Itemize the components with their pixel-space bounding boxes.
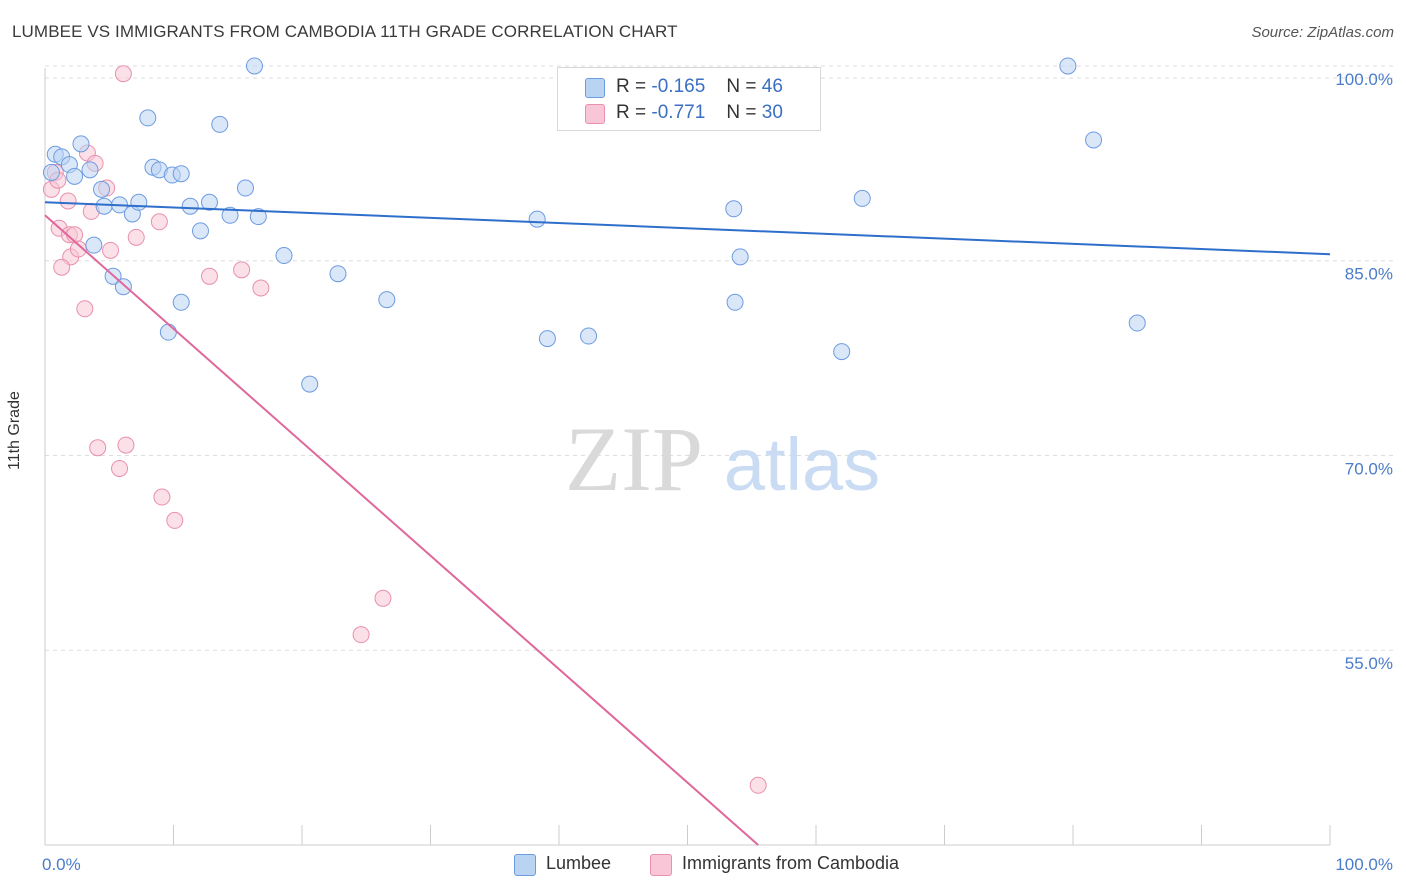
point-lumbee [731,248,749,266]
point-lumbee [172,293,190,311]
bottom-legend-lumbee: Lumbee [514,853,612,876]
trendline-lumbee [44,201,1331,256]
point-lumbee [833,343,851,361]
point-lumbee [139,109,157,127]
point-lumbee [211,115,229,133]
point-lumbee [275,247,293,265]
point-lumbee [236,179,254,197]
stats-legend: R = -0.165 N = 46 R = -0.771 N = 30 [557,67,821,131]
bottom-legend-swatch-cambodia [650,854,672,876]
y-tick-label: 55.0% [1345,654,1393,673]
gridlines [45,65,1395,651]
y-tick-label: 85.0% [1345,265,1393,284]
y-tick-label: 100.0% [1335,70,1393,89]
point-lumbee [81,161,99,179]
source-label: Source: ZipAtlas.com [1251,24,1394,41]
point-cambodia [89,439,107,457]
point-cambodia [76,300,94,318]
point-lumbee [726,293,744,311]
point-cambodia [114,65,132,83]
legend-r-label: R = [616,76,647,97]
trendlines [44,201,1331,846]
x-tick-label: 0.0% [42,855,81,874]
point-lumbee [172,165,190,183]
tick-labels: 55.0% 70.0% 85.0% 100.0% 0.0% 100.0% [42,70,1393,874]
legend-n-label: N = [726,102,757,123]
point-cambodia [117,436,135,454]
bottom-legend-cambodia: Immigrants from Cambodia [650,853,900,876]
point-lumbee [114,278,132,296]
x-tick-label: 100.0% [1335,855,1393,874]
point-cambodia [233,261,251,279]
y-tick-label: 70.0% [1345,459,1393,478]
point-lumbee [95,197,113,215]
point-cambodia [166,511,184,529]
legend-r-value: -0.165 [651,76,706,97]
point-lumbee [725,200,743,218]
point-lumbee [93,180,111,198]
point-cambodia [153,488,171,506]
axes [44,68,1331,846]
trendline-cambodia [44,214,759,846]
legend-r-value: -0.771 [651,102,706,123]
point-lumbee [200,193,218,211]
point-lumbee [329,265,347,283]
point-cambodia [59,192,77,210]
legend-n-value: 46 [761,76,783,97]
point-lumbee [245,57,263,75]
point-lumbee [580,327,598,345]
watermark-zip: ZIP [565,408,703,510]
point-cambodia [102,241,120,259]
point-lumbee [249,208,267,226]
point-lumbee [528,210,546,228]
point-lumbee [181,197,199,215]
point-lumbee [1085,131,1103,149]
bottom-legend-label-lumbee: Lumbee [546,853,612,873]
point-lumbee [66,167,84,185]
point-cambodia [749,776,767,794]
point-lumbee [72,135,90,153]
point-lumbee [853,189,871,207]
legend-r-label: R = [616,102,647,123]
watermark: ZIP atlas [565,408,880,510]
point-cambodia [111,459,129,477]
point-cambodia [352,626,370,644]
point-lumbee [1128,314,1146,332]
point-lumbee [221,206,239,224]
point-cambodia [374,589,392,607]
legend-n-label: N = [726,76,757,97]
point-cambodia [127,228,145,246]
point-lumbee [301,375,319,393]
legend-row-cambodia: R = -0.771 N = 30 [616,102,783,124]
point-lumbee [159,323,177,341]
point-lumbee [1059,57,1077,75]
watermark-atlas: atlas [724,423,880,506]
point-lumbee [538,330,556,348]
point-lumbee [85,236,103,254]
legend-row-lumbee: R = -0.165 N = 46 [616,76,783,98]
point-cambodia [150,213,168,231]
point-cambodia [200,267,218,285]
chart-title: LUMBEE VS IMMIGRANTS FROM CAMBODIA 11TH … [12,22,678,41]
point-lumbee [42,163,60,181]
bottom-legend-swatch-lumbee [514,854,536,876]
point-cambodia [53,258,71,276]
legend-swatch-cambodia [585,104,605,124]
point-lumbee [191,222,209,240]
legend-n-value: 30 [761,102,783,123]
point-cambodia [252,279,270,297]
point-lumbee [130,193,148,211]
point-lumbee [378,291,396,309]
legend-swatch-lumbee [585,78,605,98]
bottom-legend-label-cambodia: Immigrants from Cambodia [682,853,900,873]
